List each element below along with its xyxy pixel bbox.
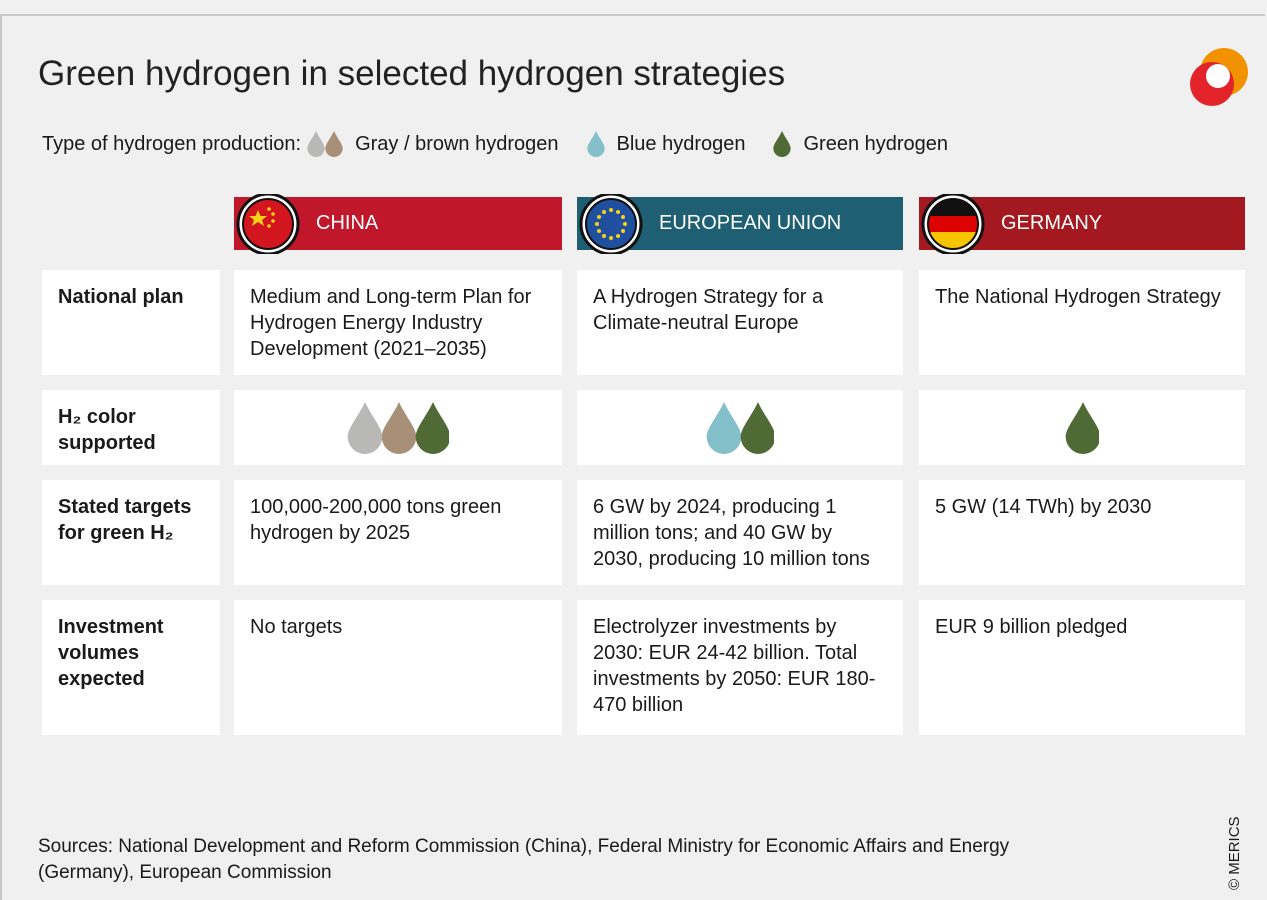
cell: EUR 9 billion pledged [919,600,1245,735]
cell: The National Hydrogen Strategy [919,270,1245,375]
cell: 5 GW (14 TWh) by 2030 [919,480,1245,585]
column-header: EUROPEAN UNION [577,194,903,254]
drop-icons [706,401,774,454]
legend-item: Blue hydrogen [616,132,746,155]
legend-item: Gray / brown hydrogen [355,132,559,155]
flag [236,194,300,254]
cell [919,390,1245,465]
row-label: National plan [42,270,220,375]
legend-icon [586,131,605,157]
frame [0,14,1265,900]
column-title: CHINA [316,212,379,234]
cell: Medium and Long-term Plan for Hydrogen E… [234,270,562,375]
column-header: GERMANY [919,194,1245,254]
cell: No targets [234,600,562,735]
cell: 6 GW by 2024, producing 1 million tons; … [577,480,903,585]
column-title: EUROPEAN UNION [659,212,842,234]
credit: © MERICS [1226,816,1243,890]
title: Green hydrogen in selected hydrogen stra… [38,54,786,93]
drop-icons [1065,401,1099,454]
row-label: Stated targets for green H₂ [42,480,220,585]
column-header: CHINA [234,194,562,254]
cell [577,390,903,465]
drop-icons [347,401,449,454]
legend-icon [307,131,343,157]
source: Sources: National Development and Reform… [38,836,1010,883]
flag [579,194,643,254]
cell: Electrolyzer investments by 2030: EUR 24… [577,600,903,735]
cell [234,390,562,465]
legend-label: Type of hydrogen production: [42,132,302,155]
column-title: GERMANY [1001,212,1103,234]
legend-item: Green hydrogen [803,132,949,155]
cell: 100,000-200,000 tons green hydrogen by 2… [234,480,562,585]
legend: Type of hydrogen production: Gray / brow… [42,131,948,157]
logo [1190,48,1248,106]
row-label: H₂ color supported [42,390,220,465]
row-label: Investment volumes expected [42,600,220,735]
cell: A Hydrogen Strategy for a Climate-neutra… [577,270,903,375]
flag [921,194,985,254]
legend-icon [773,131,792,157]
